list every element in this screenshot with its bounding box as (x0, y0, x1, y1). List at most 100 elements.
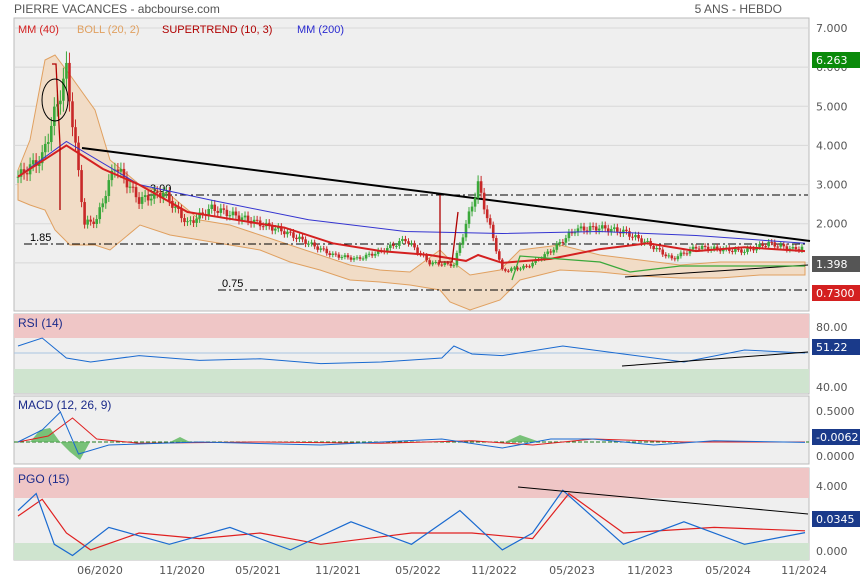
candle-body (428, 260, 431, 265)
candle-body (407, 241, 410, 244)
candle-body (373, 253, 377, 256)
candle-body (346, 255, 350, 258)
candle-body (721, 248, 725, 252)
candle-body (255, 219, 259, 221)
candle-body (16, 176, 20, 178)
candle-body (561, 242, 565, 244)
candle-body (676, 256, 680, 260)
candle-body (186, 221, 189, 223)
macd-tick-0: 0.0000 (816, 450, 855, 463)
candle-body (331, 253, 335, 255)
candle-body (68, 62, 71, 102)
candle-body (682, 252, 686, 254)
pgo-oversold-zone (14, 543, 809, 560)
candle-body (664, 254, 668, 257)
candle-body (77, 142, 80, 171)
candle-body (165, 192, 168, 194)
candle-body (304, 239, 307, 245)
candle-body (161, 192, 165, 198)
candle-body (476, 181, 480, 198)
candle-body (543, 254, 546, 259)
candle-body (361, 258, 365, 260)
candle-body (234, 211, 238, 216)
candle-body (325, 248, 329, 254)
candle-body (289, 231, 292, 233)
high-price-tag (812, 52, 860, 68)
candle-body (119, 168, 123, 172)
candle-body (295, 237, 298, 240)
candle-body (516, 267, 519, 270)
candle-body (573, 232, 577, 234)
rsi-title: RSI (14) (18, 316, 63, 330)
ma40-line (17, 144, 806, 264)
candle-body (591, 226, 595, 228)
level-0.75-label: 0.75 (222, 278, 243, 290)
candle-body (143, 195, 147, 197)
candle-body (389, 244, 392, 249)
candle-body (616, 227, 619, 232)
candle-body (797, 249, 801, 251)
candle-body (667, 255, 671, 257)
candle-body (452, 265, 456, 267)
candle-body (655, 248, 658, 250)
peak-circle-annotation (41, 78, 69, 122)
candle-body (482, 192, 486, 210)
candle-body (461, 237, 465, 245)
candle-body (158, 192, 162, 198)
candle-body (237, 215, 241, 221)
timeframe-label: 5 ANS - HEBDO (694, 2, 782, 16)
candle-body (622, 229, 625, 234)
support-trendline (624, 264, 809, 278)
candle-body (700, 245, 704, 249)
candle-body (74, 127, 77, 143)
candle-body (497, 251, 501, 260)
x-axis-label: 05/2024 (705, 564, 751, 577)
candle-body (410, 243, 413, 245)
candle-body (600, 225, 604, 229)
resistance-trendline (81, 147, 811, 242)
macd-panel (13, 395, 810, 465)
candle-body (337, 254, 341, 258)
candle-body (688, 249, 692, 254)
candle-body (413, 243, 416, 248)
candle-body (431, 262, 434, 265)
macd-tick-0.5: 0.5000 (816, 405, 855, 418)
x-axis-label: 11/2021 (315, 564, 361, 577)
rsi-value: 51.22 (816, 341, 848, 354)
candle-body (343, 255, 347, 258)
pgo-value: 0.0345 (816, 513, 855, 526)
candle-body (213, 204, 217, 211)
candle-body (174, 206, 177, 208)
candle-body (525, 265, 528, 267)
candle-body (404, 238, 407, 242)
candle-body (231, 211, 235, 216)
candle-body (25, 173, 29, 175)
legend-supertrend: SUPERTREND (10, 3) (162, 24, 272, 36)
bollinger-band (17, 54, 806, 311)
candle-body (749, 248, 752, 250)
candle-body (588, 226, 592, 231)
candle-body (201, 212, 204, 215)
candle-body (134, 187, 138, 198)
price-tick-5: 5.000 (816, 100, 848, 113)
candle-body (737, 248, 740, 250)
candle-body (122, 168, 126, 178)
candle-body (552, 249, 556, 253)
x-axis-label: 06/2020 (77, 564, 123, 577)
candle-body (180, 208, 183, 219)
candle-body (240, 217, 244, 221)
macd-title: MACD (12, 26, 9) (18, 398, 111, 412)
supertrend-line-down (52, 63, 61, 210)
candle-body (104, 196, 108, 204)
candle-body (773, 242, 777, 247)
candle-body (752, 248, 755, 251)
chart-title: PIERRE VACANCES - abcbourse.com (14, 2, 220, 16)
candle-body (53, 106, 56, 126)
candle-body (761, 244, 764, 247)
pgo-trendline (517, 486, 809, 515)
candle-body (425, 255, 428, 261)
candle-body (283, 231, 286, 235)
candle-body (694, 246, 698, 249)
candle-body (464, 223, 468, 238)
